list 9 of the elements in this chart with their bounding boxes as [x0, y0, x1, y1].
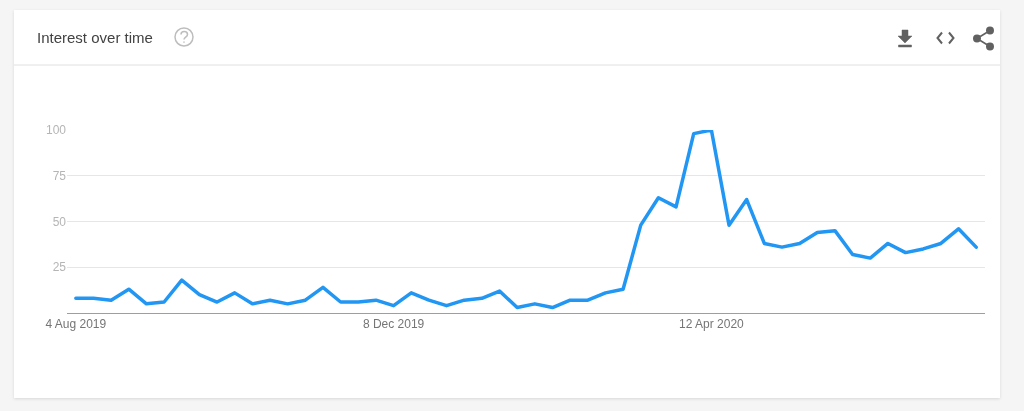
- y-tick-label: 25: [52, 260, 67, 275]
- x-tick-label: 4 Aug 2019: [45, 317, 107, 332]
- y-tick-label: 75: [52, 168, 67, 183]
- y-tick-label: 100: [45, 123, 67, 138]
- x-tick-label: 12 Apr 2020: [679, 317, 745, 332]
- x-tick-label: 8 Dec 2019: [362, 317, 425, 332]
- chart-title: Interest over time: [37, 29, 153, 47]
- line-series: [74, 130, 978, 310]
- y-tick-label: 50: [52, 214, 67, 229]
